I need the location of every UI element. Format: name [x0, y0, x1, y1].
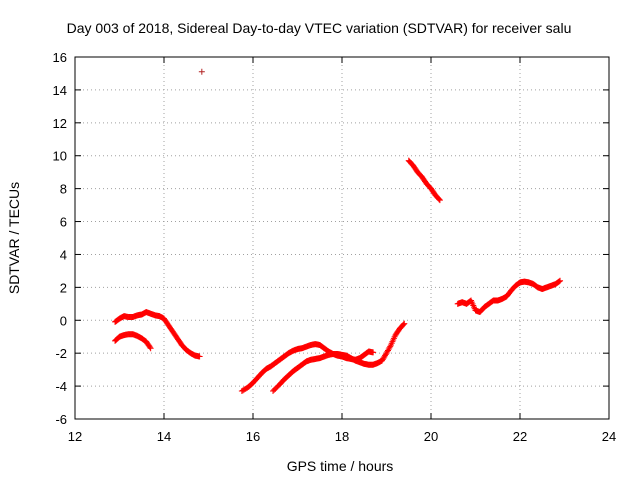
data-point-marker — [556, 278, 563, 285]
x-tick-label: 16 — [246, 429, 260, 444]
data-point-marker — [436, 196, 443, 203]
data-point-marker — [384, 348, 391, 355]
data-point-marker — [385, 346, 392, 353]
x-axis-label: GPS time / hours — [287, 458, 394, 474]
y-tick-label: -4 — [55, 379, 67, 394]
data-points — [112, 68, 564, 395]
data-point-marker — [400, 321, 407, 328]
y-tick-label: 2 — [60, 280, 67, 295]
data-point-marker — [196, 353, 203, 360]
x-tick-label: 24 — [602, 429, 616, 444]
y-tick-label: 12 — [53, 116, 67, 131]
y-tick-label: 14 — [53, 83, 67, 98]
data-point-marker — [382, 351, 389, 358]
y-tick-label: 10 — [53, 149, 67, 164]
x-tick-label: 22 — [513, 429, 527, 444]
chart-title: Day 003 of 2018, Sidereal Day-to-day VTE… — [67, 20, 572, 36]
data-point-marker — [386, 344, 393, 351]
y-tick-label: -2 — [55, 346, 67, 361]
y-tick-label: 8 — [60, 182, 67, 197]
data-point-marker — [147, 345, 154, 352]
x-tick-label: 20 — [424, 429, 438, 444]
series-arc-2 — [112, 331, 154, 352]
series-arc-5 — [270, 320, 408, 395]
y-tick-label: -6 — [55, 412, 67, 427]
data-point-marker — [436, 197, 443, 204]
series-arc-3 — [198, 68, 205, 75]
y-axis-label: SDTVAR / TECUs — [6, 182, 22, 294]
y-tick-label: 0 — [60, 313, 67, 328]
x-tick-label: 14 — [157, 429, 171, 444]
data-point-marker — [387, 343, 394, 350]
x-tick-label: 12 — [68, 429, 82, 444]
series-arc-1 — [112, 309, 203, 360]
y-axis: -6 -4 -2 0 2 4 6 8 10 12 14 16 — [53, 50, 609, 427]
x-tick-label: 18 — [335, 429, 349, 444]
y-tick-label: 6 — [60, 215, 67, 230]
data-point-marker — [198, 68, 205, 75]
x-axis: 12 14 16 18 20 22 24 — [68, 57, 616, 444]
series-arc-6 — [405, 157, 443, 204]
data-point-marker — [370, 349, 377, 356]
data-point-marker — [383, 350, 390, 357]
y-tick-label: 16 — [53, 50, 67, 65]
data-point-marker — [557, 277, 564, 284]
y-tick-label: 4 — [60, 247, 67, 262]
data-point-marker — [146, 344, 153, 351]
series-arc-7 — [454, 277, 564, 316]
data-point-marker — [555, 278, 562, 285]
data-point-marker — [384, 347, 391, 354]
grid — [75, 57, 609, 419]
data-point-marker — [401, 320, 408, 327]
